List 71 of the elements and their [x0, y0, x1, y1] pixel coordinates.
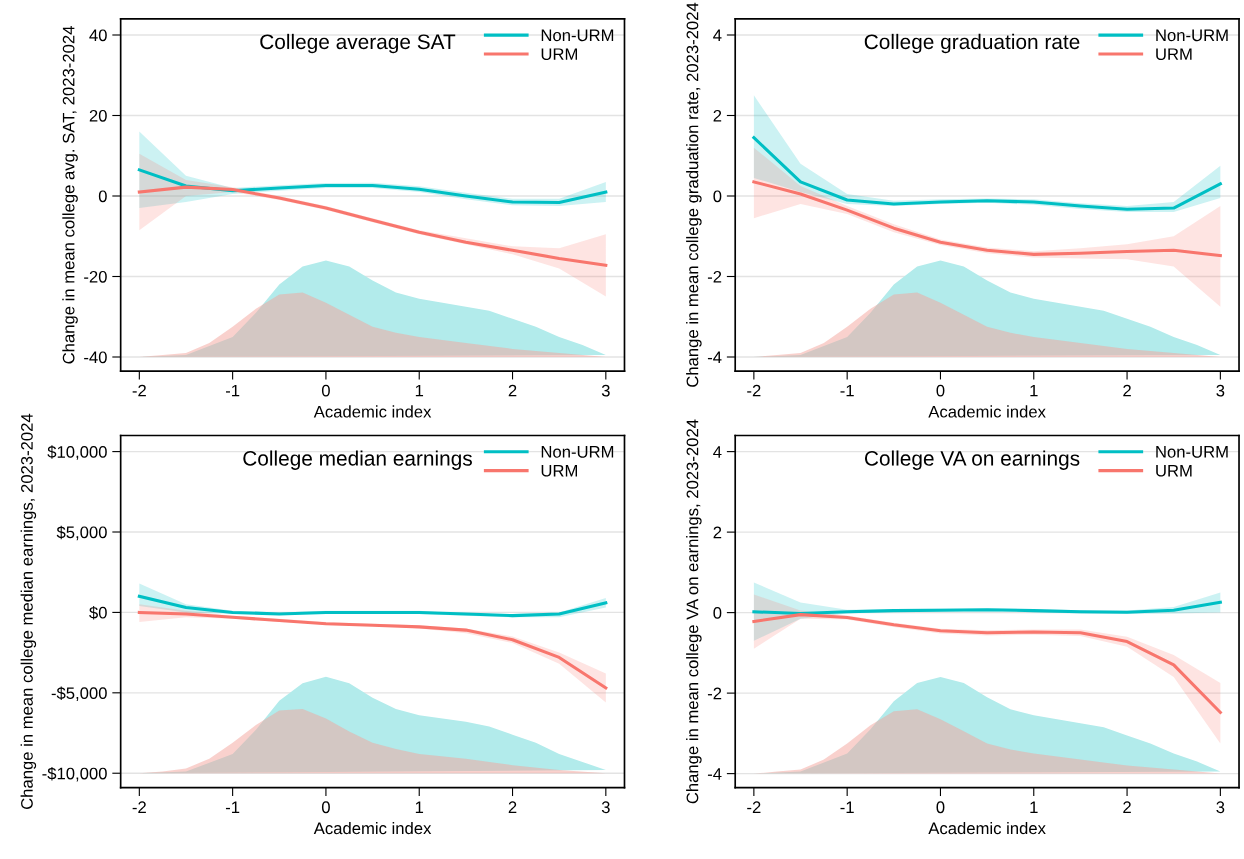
- x-tick-label: -2: [132, 801, 146, 813]
- legend-label: URM: [541, 48, 577, 61]
- legend-label: Non-URM: [1156, 446, 1228, 458]
- legend-label: URM: [541, 464, 577, 477]
- legend-label: Non-URM: [541, 446, 614, 458]
- x-tick-label: 0: [321, 384, 330, 397]
- line-series: [752, 180, 1222, 258]
- x-axis-title: Academic index: [928, 821, 1046, 835]
- x-tick-label: -1: [840, 384, 854, 397]
- y-tick-label: -2: [707, 270, 722, 283]
- x-axis-title: Academic index: [313, 405, 432, 418]
- y-tick-label: $5,000: [56, 525, 107, 541]
- x-tick-label: 2: [1123, 384, 1131, 397]
- x-tick-label: -2: [747, 801, 761, 813]
- x-tick-label: 3: [601, 801, 610, 814]
- line-series: [137, 185, 608, 267]
- text: College VA on earnings: [864, 450, 1080, 470]
- y-tick-label: -$5,000: [51, 686, 107, 701]
- legend-label: Non-URM: [541, 29, 614, 42]
- x-tick-label: -2: [132, 384, 146, 397]
- y-tick-label: -20: [84, 270, 107, 283]
- y-tick-label: -2: [707, 687, 722, 700]
- y-tick-label: -40: [84, 351, 107, 364]
- x-tick-label: 1: [415, 801, 424, 813]
- y-tick-label: $10,000: [47, 445, 107, 460]
- x-tick-label: 0: [936, 384, 945, 397]
- y-tick-label: 0: [713, 607, 722, 619]
- y-tick-label: -4: [707, 351, 722, 364]
- x-axis-title: Academic index: [313, 821, 432, 835]
- legend-label: Non-URM: [1156, 29, 1228, 42]
- x-tick-label: 0: [936, 801, 945, 814]
- x-tick-label: 2: [1123, 801, 1131, 813]
- y-tick-label: 40: [89, 29, 107, 42]
- legend-label: URM: [1156, 464, 1192, 477]
- y-tick-label: 4: [713, 29, 722, 42]
- y-tick-label: 2: [713, 526, 722, 539]
- line-series: [137, 594, 608, 618]
- x-tick-label: 1: [1030, 384, 1038, 397]
- x-tick-label: -2: [747, 384, 761, 397]
- line-series: [137, 610, 608, 690]
- x-tick-label: 3: [601, 384, 610, 397]
- x-tick-label: 1: [1030, 801, 1038, 813]
- x-tick-label: 3: [1216, 384, 1225, 397]
- line-series: [752, 600, 1222, 615]
- x-tick-label: 0: [321, 801, 330, 814]
- y-tick-label: 0: [98, 190, 107, 203]
- x-tick-label: 2: [508, 801, 517, 813]
- legend-label: URM: [1156, 48, 1192, 61]
- y-axis-title: Change in mean college avg. SAT, 2023-2024: [62, 26, 78, 364]
- y-tick-label: -4: [707, 768, 722, 780]
- x-tick-label: -1: [840, 801, 854, 813]
- y-tick-label: 0: [713, 190, 722, 203]
- text: College graduation rate: [864, 33, 1080, 54]
- line-series: [752, 613, 1222, 714]
- y-tick-label: $0: [89, 606, 107, 620]
- text: College average SAT: [260, 33, 456, 54]
- text: College median earnings: [243, 450, 472, 470]
- line-series: [752, 136, 1222, 211]
- x-tick-label: -1: [225, 384, 240, 397]
- y-axis-title: Change in mean college median earnings, 2023-2024: [20, 413, 37, 810]
- x-tick-label: -1: [225, 801, 240, 813]
- y-tick-label: 4: [713, 446, 722, 458]
- y-axis-title: Change in mean college VA on earnings, 2023-2024: [686, 419, 702, 804]
- y-axis-title: Change in mean college graduation rate, 2023-2024: [686, 2, 702, 387]
- x-tick-label: 2: [508, 384, 517, 397]
- x-tick-label: 1: [415, 384, 424, 397]
- y-tick-label: 20: [89, 109, 107, 122]
- y-tick-label: -$10,000: [42, 766, 107, 782]
- x-tick-label: 3: [1216, 801, 1225, 814]
- x-axis-title: Academic index: [928, 405, 1046, 418]
- y-tick-label: 2: [713, 109, 722, 122]
